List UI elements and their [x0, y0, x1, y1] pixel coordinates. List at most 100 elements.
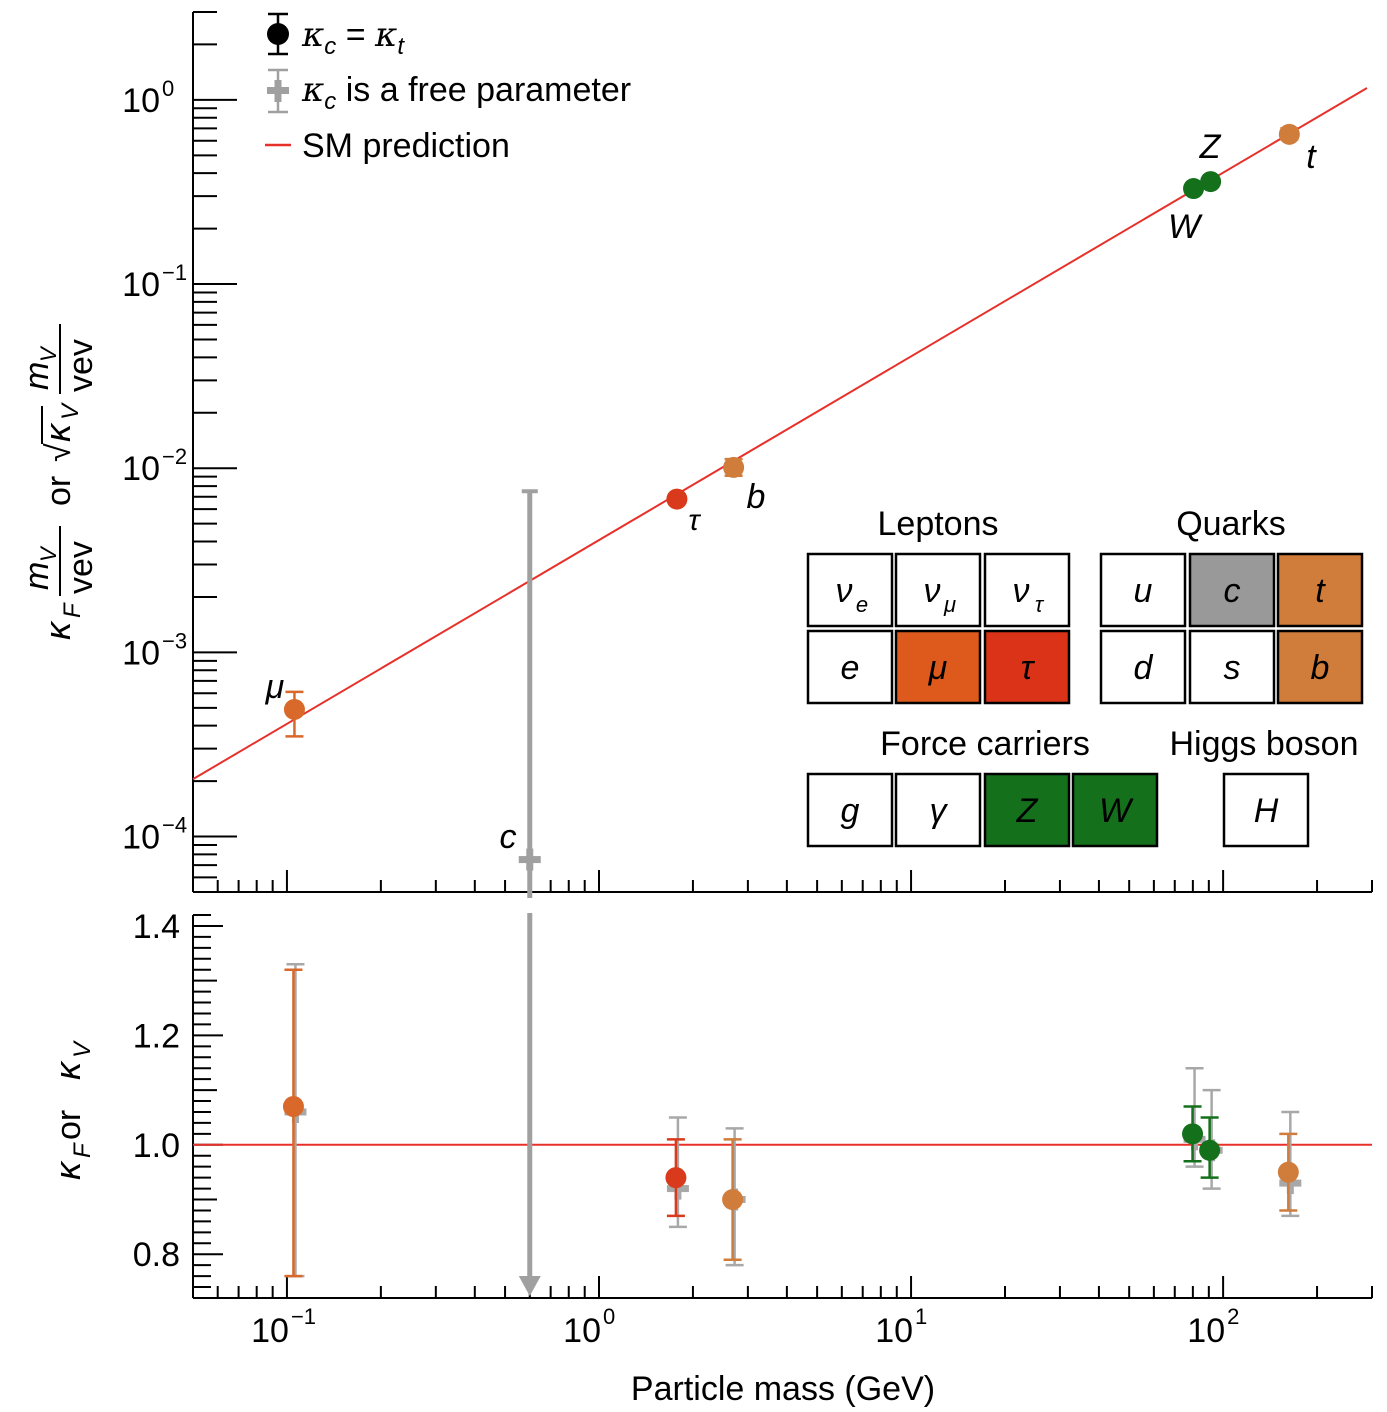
x-axis-title: Particle mass (GeV) [631, 1370, 935, 1407]
data-marker [723, 456, 745, 478]
cell-t: t [1276, 552, 1364, 628]
cell-box [983, 629, 1071, 705]
ylabel-kappa: κ [37, 422, 78, 442]
group-higgs-boson: Higgs boson [1169, 725, 1358, 763]
bottom-y-axis-title: κF or κV [47, 1040, 96, 1180]
data-marker [1183, 178, 1205, 200]
tick-exp: 1 [915, 1304, 927, 1329]
top-y-tick-label: 10 0 [122, 76, 174, 120]
legend-label: SM prediction [302, 127, 510, 165]
cell-box [806, 552, 894, 628]
x-tick-label: 10 1 [875, 1304, 927, 1350]
bottom-y-tick-label: 1.0 [133, 1127, 180, 1165]
data-marker [1277, 1161, 1299, 1183]
group-quarks: Quarks [1176, 505, 1286, 543]
cell-symbol: ν [836, 572, 853, 610]
data-marker [1182, 1123, 1204, 1145]
ylabel-sub: F [59, 602, 86, 618]
tick-base: 10 [122, 266, 160, 304]
cell-u: u [1099, 552, 1187, 628]
cell-box [806, 629, 894, 705]
c-arrow-head [518, 1276, 541, 1296]
cell-subscript: τ [1035, 592, 1045, 617]
tick-exp: 2 [1227, 1304, 1239, 1329]
cell-symbol: μ [928, 649, 948, 687]
cell-box [1188, 629, 1276, 705]
tick-base: 10 [563, 1312, 601, 1350]
tick-base: 10 [122, 82, 160, 120]
point-b [722, 1138, 744, 1261]
legend-label: κc is a free parameter [301, 70, 631, 115]
x-tick-label: 10 0 [563, 1304, 615, 1350]
free-point-μ [284, 962, 307, 1278]
ylabel-m: m [18, 362, 56, 390]
mu-label: μ [265, 668, 285, 706]
cell-Z: Z [983, 772, 1071, 848]
tick-base: 10 [122, 634, 160, 672]
point-t [1278, 123, 1300, 145]
point-μ [283, 690, 305, 738]
cell-e: e [806, 629, 894, 705]
data-marker [1200, 171, 1222, 193]
bottom-y-tick-label: 1.4 [133, 908, 180, 946]
data-marker [1286, 1172, 1294, 1195]
tick-base: 10 [875, 1312, 913, 1350]
data-marker [665, 1167, 687, 1189]
cell-s: s [1188, 629, 1276, 705]
cell-gamma: γ [894, 772, 982, 848]
cell-c: c [1188, 552, 1276, 628]
point-t [1277, 1132, 1299, 1212]
data-marker [722, 1189, 744, 1211]
cell-subscript: e [856, 592, 868, 617]
data-marker [674, 1177, 682, 1200]
cell-box [1071, 772, 1159, 848]
cell-symbol: ν [924, 572, 941, 610]
bottom-y-tick-label: 1.2 [133, 1017, 180, 1055]
cell-mu: μ [894, 629, 982, 705]
cell-tau: τ [983, 629, 1071, 705]
point-b [723, 456, 745, 478]
cell-box [1099, 552, 1187, 628]
cell-box [1276, 552, 1364, 628]
x-tick-label: 10 −1 [251, 1304, 316, 1350]
tick-base: 10 [251, 1312, 289, 1350]
point-τ [665, 1138, 687, 1218]
group-leptons: Leptons [878, 505, 999, 543]
top-y-tick-label: 10 −4 [122, 813, 187, 857]
cell-d: d [1099, 629, 1187, 705]
ylabel-kappa: κ [47, 1160, 88, 1180]
cell-symbol: u [1134, 572, 1153, 610]
cell-box [1099, 629, 1187, 705]
cell-symbol: g [841, 792, 860, 830]
x-tick-label: 10 2 [1187, 1304, 1239, 1350]
cell-symbol: ν [1013, 572, 1030, 610]
legend: κc = κt κc is a free parameter SM predicti… [265, 12, 631, 165]
point-τ [666, 488, 688, 510]
tick-base: 10 [1187, 1312, 1225, 1350]
ylabel-or: or [50, 1110, 88, 1140]
tick-exp: 0 [162, 76, 174, 101]
legend-marker [274, 80, 282, 102]
data-marker [283, 698, 305, 720]
ylabel-vev: vev [62, 541, 100, 594]
point-W [1183, 178, 1205, 200]
ylabel-kappa: κ [47, 1060, 88, 1080]
cell-b: b [1276, 629, 1364, 705]
ylabel-sub: V [36, 345, 61, 362]
cell-symbol: τ [1021, 649, 1036, 687]
tick-exp: −1 [162, 260, 187, 285]
cell-symbol: H [1254, 792, 1279, 830]
c-label: c [500, 818, 517, 856]
cell-box [894, 772, 982, 848]
cell-box [894, 629, 982, 705]
tick-exp: 0 [603, 1304, 615, 1329]
